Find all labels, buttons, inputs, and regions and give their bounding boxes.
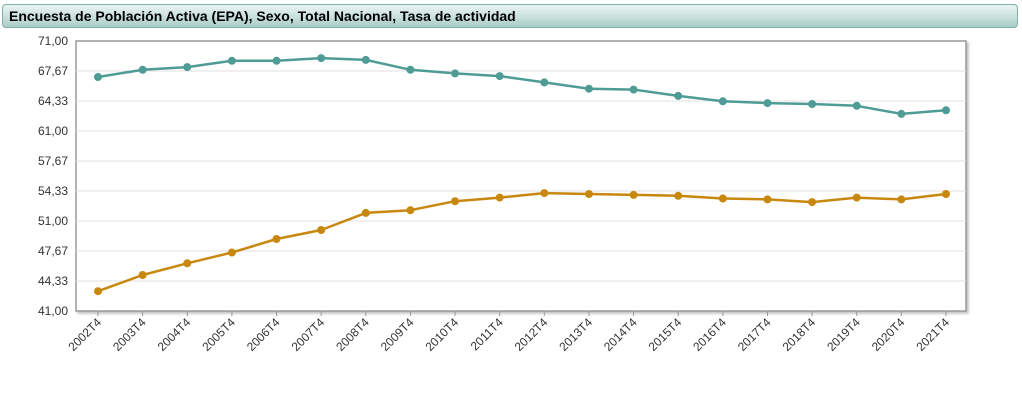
data-point[interactable] — [584, 84, 593, 93]
data-point[interactable] — [897, 195, 906, 204]
y-tick-label: 71,00 — [38, 34, 68, 48]
x-tick-label: 2006T4 — [244, 315, 283, 354]
data-point[interactable] — [540, 189, 549, 198]
x-tick-label: 2003T4 — [110, 315, 149, 354]
data-point[interactable] — [94, 287, 102, 296]
x-tick-label: 2007T4 — [289, 315, 328, 354]
data-point[interactable] — [763, 195, 772, 204]
data-point[interactable] — [138, 65, 147, 74]
y-tick-label: 47,67 — [38, 244, 68, 258]
data-point[interactable] — [808, 198, 817, 207]
y-tick-label: 41,00 — [38, 304, 68, 318]
data-point[interactable] — [451, 197, 460, 206]
series-group — [94, 54, 950, 296]
x-tick-label: 2005T4 — [199, 315, 238, 354]
x-tick-label: 2009T4 — [378, 315, 417, 354]
x-tick-label: 2012T4 — [512, 315, 551, 354]
data-point[interactable] — [942, 106, 950, 115]
x-tick-label: 2015T4 — [646, 315, 685, 354]
series-line-2 — [97, 191, 947, 293]
data-point[interactable] — [406, 206, 415, 215]
data-point[interactable] — [629, 190, 638, 199]
x-tick-label: 2013T4 — [556, 315, 595, 354]
x-tick-label: 2014T4 — [601, 315, 640, 354]
data-point[interactable] — [808, 100, 817, 108]
x-tick-label: 2002T4 — [65, 315, 104, 354]
y-tick-label: 44,33 — [38, 274, 68, 288]
x-tick-label: 2020T4 — [869, 315, 908, 354]
data-point[interactable] — [361, 208, 370, 217]
x-tick-label: 2011T4 — [468, 315, 506, 353]
data-point[interactable] — [852, 193, 861, 202]
data-point[interactable] — [317, 226, 326, 234]
data-point[interactable] — [227, 56, 236, 65]
y-tick-label: 61,00 — [38, 124, 68, 138]
data-point[interactable] — [718, 97, 727, 106]
data-point[interactable] — [183, 259, 192, 268]
x-tick-label: 2016T4 — [690, 315, 729, 354]
x-tick-label: 2018T4 — [780, 315, 819, 354]
data-point[interactable] — [897, 109, 906, 118]
x-axis-ticks: 2002T4 2003T4 2004T4 2005T4 2006T4 2007T4 2008… — [65, 311, 952, 354]
data-point[interactable] — [406, 65, 415, 74]
data-point[interactable] — [183, 63, 192, 72]
y-tick-label: 67,67 — [38, 64, 68, 78]
chart-title-bar: Encuesta de Población Activa (EPA), Sexo… — [2, 4, 1018, 28]
data-point[interactable] — [138, 271, 147, 279]
x-tick-label: 2008T4 — [333, 315, 372, 354]
x-tick-label: 2017T4 — [735, 315, 774, 354]
data-point[interactable] — [540, 78, 549, 87]
data-point[interactable] — [495, 193, 504, 202]
data-point[interactable] — [227, 248, 236, 257]
data-point[interactable] — [674, 191, 683, 200]
data-point[interactable] — [317, 54, 326, 63]
data-point[interactable] — [272, 56, 281, 65]
chart-title: Encuesta de Población Activa (EPA), Sexo… — [9, 8, 516, 24]
x-tick-label: 2010T4 — [422, 315, 461, 354]
series-line-1 — [97, 56, 947, 116]
x-tick-label: 2019T4 — [824, 315, 863, 354]
plot-area — [75, 40, 967, 312]
grid-lines — [76, 70, 966, 282]
data-point[interactable] — [94, 73, 102, 81]
y-tick-label: 54,33 — [38, 184, 68, 198]
y-tick-label: 51,00 — [38, 214, 68, 228]
data-point[interactable] — [629, 85, 638, 94]
x-tick-label: 2021T4 — [913, 315, 952, 354]
y-tick-label: 57,67 — [38, 154, 68, 168]
data-point[interactable] — [852, 101, 861, 110]
data-point[interactable] — [272, 235, 281, 243]
data-point[interactable] — [763, 99, 772, 108]
data-point[interactable] — [584, 190, 593, 198]
y-tick-label: 64,33 — [38, 94, 68, 108]
data-point[interactable] — [495, 72, 504, 81]
data-point[interactable] — [361, 55, 370, 64]
data-point[interactable] — [718, 194, 727, 203]
x-tick-label: 2004T4 — [155, 315, 194, 354]
data-point[interactable] — [674, 91, 683, 100]
y-axis-ticks: 71,00 67,67 64,33 61,00 57,67 54,33 51,00 47,67… — [38, 34, 68, 318]
data-point[interactable] — [942, 190, 950, 198]
data-point[interactable] — [451, 69, 460, 78]
